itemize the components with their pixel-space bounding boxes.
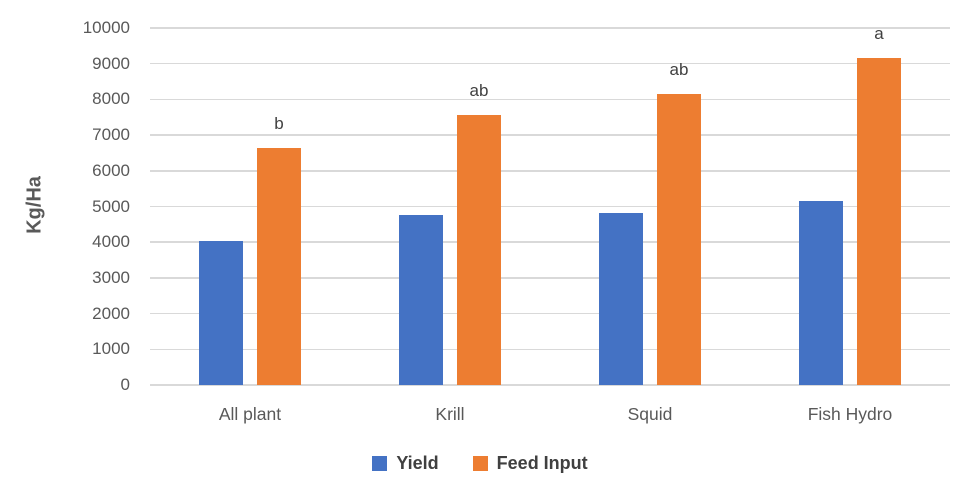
gridline-7000 xyxy=(150,134,950,136)
gridline-1000 xyxy=(150,348,950,351)
bar-feed-input-krill xyxy=(457,115,501,385)
legend-item-yield: Yield xyxy=(372,453,439,474)
annotation-squid: ab xyxy=(669,60,689,80)
legend-label-feed-input: Feed Input xyxy=(496,453,588,473)
category-label-fish-hydro: Fish Hydro xyxy=(807,404,893,424)
annotation-all-plant: b xyxy=(274,113,284,133)
category-label-squid: Squid xyxy=(627,404,673,424)
legend-swatch-feed-input xyxy=(472,456,488,471)
annotation-krill: ab xyxy=(469,81,489,101)
annotation-fish-hydro: a xyxy=(874,24,884,44)
gridline-4000 xyxy=(150,241,950,243)
gridline-0 xyxy=(150,384,950,386)
legend-item-feed-input: Feed Input xyxy=(472,453,588,474)
y-tick-2000: 2000 xyxy=(92,303,130,323)
y-tick-6000: 6000 xyxy=(92,160,130,180)
bar-yield-fish-hydro xyxy=(799,201,843,385)
bar-feed-input-squid xyxy=(657,94,701,385)
bar-yield-all-plant xyxy=(199,241,243,385)
bar-yield-squid xyxy=(599,212,643,385)
y-tick-9000: 9000 xyxy=(92,53,130,73)
bar-yield-krill xyxy=(399,215,443,385)
bar-feed-input-fish-hydro xyxy=(857,58,901,385)
gridline-9000 xyxy=(150,62,950,65)
y-tick-10000: 10000 xyxy=(82,18,130,37)
gridline-8000 xyxy=(150,98,950,101)
legend-swatch-yield xyxy=(372,456,388,471)
gridline-5000 xyxy=(150,205,950,208)
y-tick-4000: 4000 xyxy=(92,232,130,252)
y-tick-7000: 7000 xyxy=(92,125,130,145)
category-label-all-plant: All plant xyxy=(218,404,282,424)
legend: Yield Feed Input xyxy=(0,453,960,474)
y-tick-8000: 8000 xyxy=(92,89,130,109)
category-label-krill: Krill xyxy=(435,404,465,424)
gridline-2000 xyxy=(150,312,950,315)
gridline-3000 xyxy=(150,277,950,279)
y-tick-0: 0 xyxy=(120,375,130,394)
y-tick-3000: 3000 xyxy=(92,267,130,287)
gridline-10000 xyxy=(150,27,950,29)
bar-feed-input-all-plant xyxy=(257,147,301,385)
y-tick-1000: 1000 xyxy=(92,339,130,359)
legend-label-yield: Yield xyxy=(396,453,439,473)
gridline-6000 xyxy=(150,170,950,172)
y-tick-5000: 5000 xyxy=(92,196,130,216)
